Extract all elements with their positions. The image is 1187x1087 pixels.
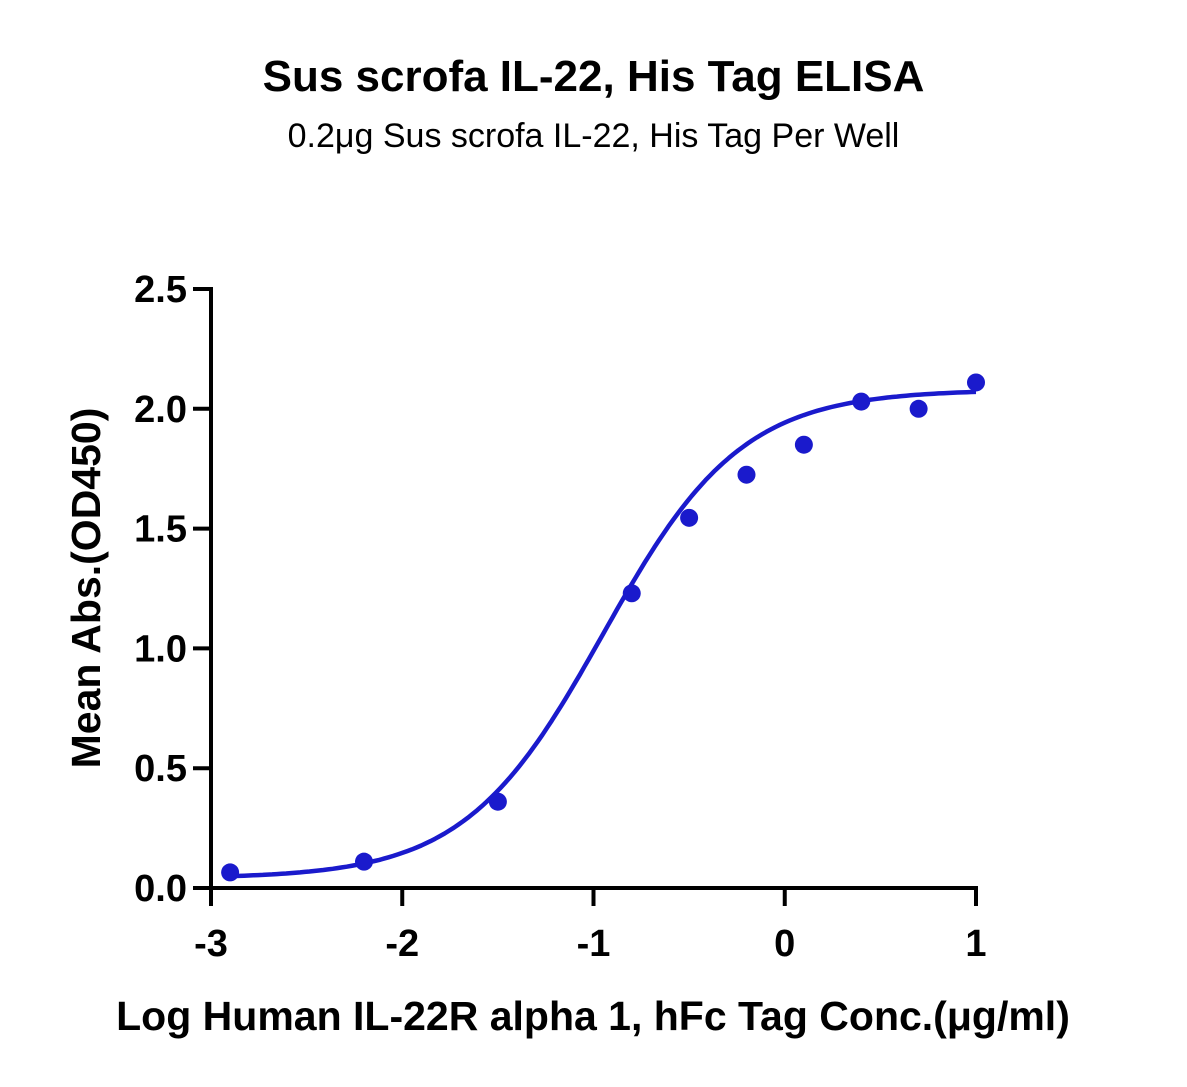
chart-title: Sus scrofa IL-22, His Tag ELISA [262,52,925,101]
data-points [221,373,985,882]
data-point [737,465,756,484]
data-point [794,435,813,454]
x-tick-label: -3 [194,923,228,965]
chart-subtitle: 0.2μg Sus scrofa IL-22, His Tag Per Well [287,117,900,155]
data-point [355,852,373,871]
axis-ticks: 0.0 0.5 1.0 1.5 2.0 2.5 -3 -2 -1 0 1 [134,269,986,965]
x-tick-label: -1 [577,923,611,965]
x-axis-title: Log Human IL-22R alpha 1, hFc Tag Conc.(… [116,993,1070,1039]
data-point [967,373,985,392]
data-point [622,584,641,603]
x-tick-label: -2 [385,923,419,965]
fit-curve-group [230,389,977,879]
y-tick-label: 2.5 [134,269,187,311]
x-tick-label: 0 [774,923,795,965]
y-tick-label: 0.0 [134,868,187,910]
data-point [852,392,871,411]
data-point [221,863,240,882]
y-axis-title: Mean Abs.(OD450) [63,408,109,769]
y-tick-label: 1.0 [134,628,187,670]
y-tick-label: 2.0 [134,389,187,431]
data-point [488,792,507,811]
x-tick-label: 1 [965,923,986,965]
data-point [680,508,699,527]
data-point [909,399,928,418]
y-tick-label: 1.5 [134,509,187,551]
y-tick-label: 0.5 [134,748,187,790]
axes [209,287,978,890]
fit-curve [230,389,977,879]
